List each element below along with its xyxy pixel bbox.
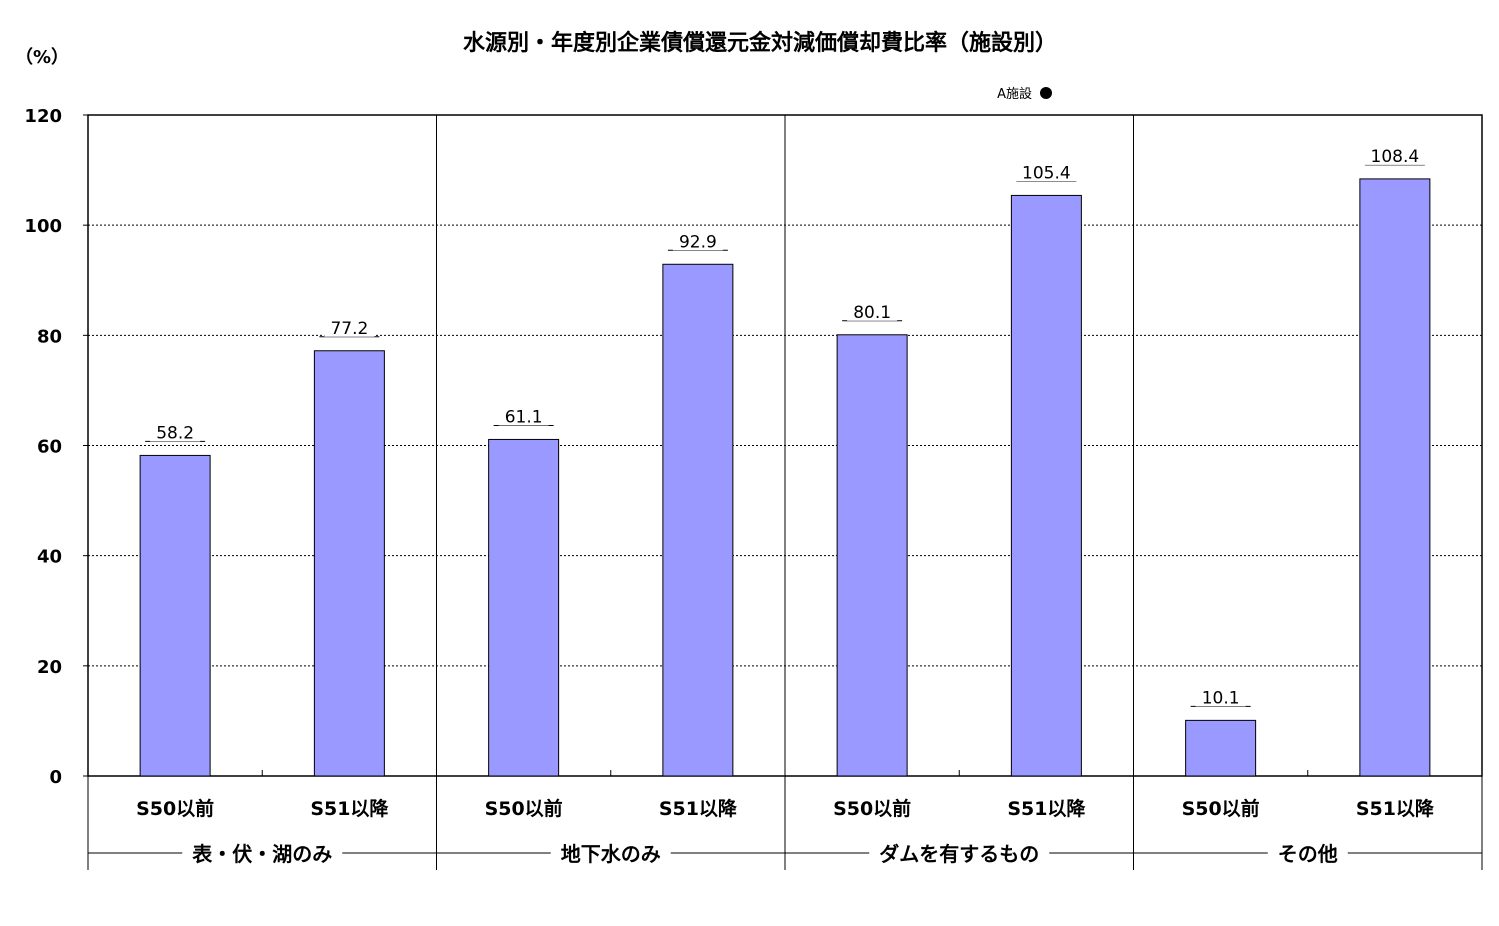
y-tick-label: 0 [49, 767, 62, 788]
x-category-label: S51以降 [659, 797, 738, 820]
bar [313, 350, 385, 777]
x-category-label: S51以降 [1356, 797, 1435, 820]
bar [662, 263, 734, 777]
bars [139, 178, 1431, 777]
group-label: その他 [1278, 842, 1338, 866]
data-label-bg [672, 228, 723, 251]
data-label-bg [1195, 684, 1246, 707]
data-label: 92.9 [679, 232, 717, 252]
legend-label: A施設 [997, 86, 1032, 102]
group-label: 地下水のみ [561, 842, 661, 866]
y-axis-unit: （%） [15, 47, 69, 68]
data-label-bg [324, 314, 375, 337]
x-category-label: S50以前 [136, 797, 214, 820]
data-label-bg [498, 403, 549, 426]
legend: A施設 [997, 86, 1052, 102]
x-axis-categories: S50以前 S51以降 S50以前 S51以降 S50以前 S51以降 S50以前 S51以降 [136, 797, 1435, 820]
data-label-bg [150, 419, 201, 442]
data-labels: 58.2 77.2 61.1 92.9 80.1 105.4 10.1 108.4 [145, 142, 1426, 708]
group-label: 表・伏・湖のみ [192, 842, 332, 866]
y-axis-ticks: 0 20 40 60 80 100 120 [24, 106, 88, 788]
group-label: ダムを有するもの [879, 842, 1039, 866]
x-category-label: S50以前 [1182, 797, 1260, 820]
data-label: 108.4 [1371, 147, 1420, 167]
y-tick-label: 40 [37, 547, 62, 568]
data-label: 61.1 [505, 407, 543, 427]
data-label-bg [847, 298, 898, 321]
bar [1010, 194, 1082, 777]
bar [1359, 178, 1431, 777]
bar [1185, 719, 1257, 777]
data-label: 77.2 [330, 319, 368, 339]
y-tick-label: 20 [37, 657, 62, 678]
data-label: 105.4 [1022, 163, 1071, 183]
x-category-label: S50以前 [485, 797, 563, 820]
bar [139, 454, 211, 777]
x-category-label: S51以降 [310, 797, 389, 820]
legend-marker-circle [1040, 87, 1052, 99]
data-label-bg [1015, 159, 1077, 182]
data-label: 80.1 [853, 303, 891, 323]
plot-frame [87, 114, 1483, 870]
chart-title: 水源別・年度別企業債償還元金対減価償却費比率（施設別） [463, 30, 1057, 56]
data-label-bg [1364, 142, 1426, 165]
x-category-label: S50以前 [833, 797, 911, 820]
y-tick-label: 120 [24, 106, 62, 127]
y-tick-label: 60 [37, 437, 62, 458]
data-label: 10.1 [1202, 688, 1240, 708]
bar [836, 334, 908, 777]
y-tick-label: 80 [37, 326, 62, 347]
x-axis-groups: 表・伏・湖のみ 地下水のみ ダムを有するもの その他 [88, 842, 1482, 866]
y-tick-label: 100 [24, 216, 62, 237]
data-label: 58.2 [156, 423, 194, 443]
bar [488, 438, 560, 777]
x-category-label: S51以降 [1007, 797, 1086, 820]
